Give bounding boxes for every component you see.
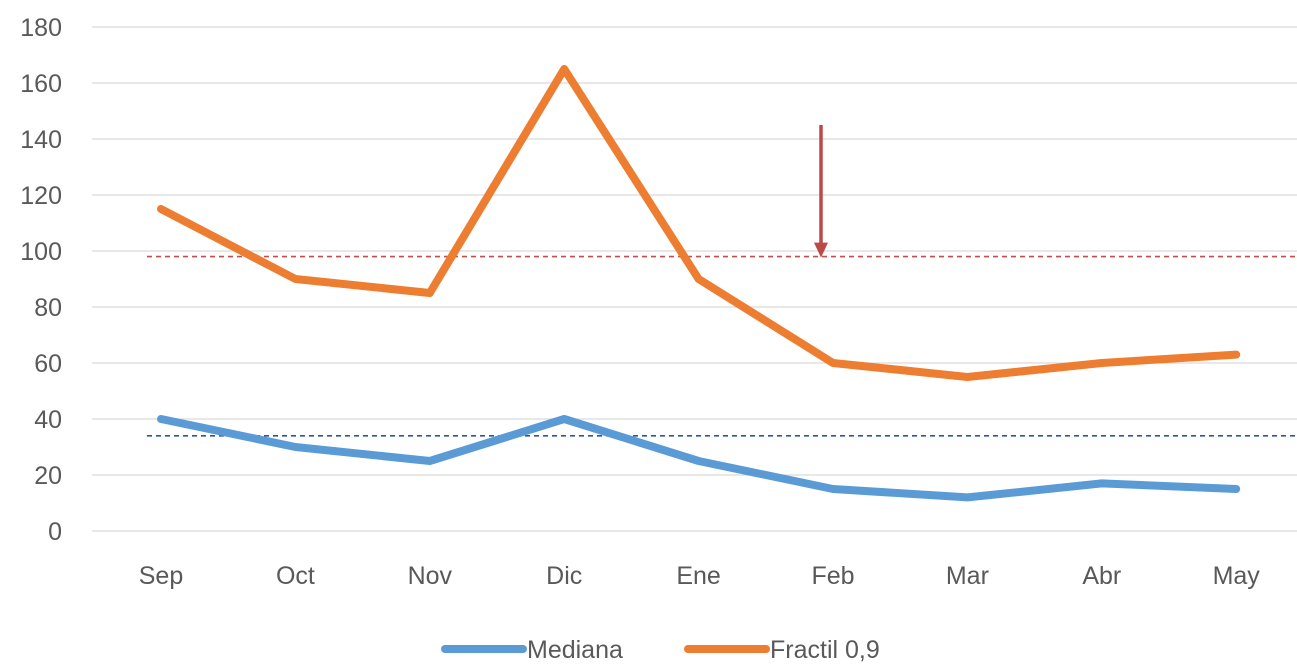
x-tick-label: May: [1213, 562, 1261, 590]
x-tick-label: Mar: [946, 562, 989, 590]
x-tick-label: Abr: [1082, 562, 1121, 590]
y-tick-label: 80: [34, 294, 62, 322]
x-tick-label: Feb: [811, 562, 854, 590]
y-tick-label: 60: [34, 350, 62, 378]
legend-label: Mediana: [527, 636, 623, 664]
y-tick-label: 120: [20, 182, 62, 210]
x-tick-label: Ene: [676, 562, 720, 590]
series-layer: [157, 65, 1241, 502]
y-tick-label: 140: [20, 126, 62, 154]
annotation-layer: [814, 125, 828, 258]
x-tick-label: Dic: [546, 562, 582, 590]
y-tick-label: 160: [20, 70, 62, 98]
arrow-head: [814, 242, 828, 258]
series-line: [157, 65, 1241, 381]
x-tick-label: Sep: [139, 562, 183, 590]
series-line: [157, 415, 1241, 502]
legend: Mediana Fractil 0,9: [441, 636, 880, 664]
legend-label: Fractil 0,9: [770, 636, 880, 664]
y-tick-label: 20: [34, 462, 62, 490]
x-axis-ticks: Sep Oct Nov Dic Ene Feb Mar Abr May: [139, 562, 1261, 590]
y-tick-label: 100: [20, 238, 62, 266]
y-tick-label: 180: [20, 14, 62, 42]
reference-lines: [147, 255, 1297, 437]
grid-layer: [92, 26, 1297, 532]
y-axis-ticks: 0 20 40 60 80 100 120 140 160 180: [20, 14, 62, 546]
x-tick-label: Oct: [276, 562, 315, 590]
y-tick-label: 0: [48, 518, 62, 546]
x-tick-label: Nov: [408, 562, 453, 590]
y-tick-label: 40: [34, 406, 62, 434]
